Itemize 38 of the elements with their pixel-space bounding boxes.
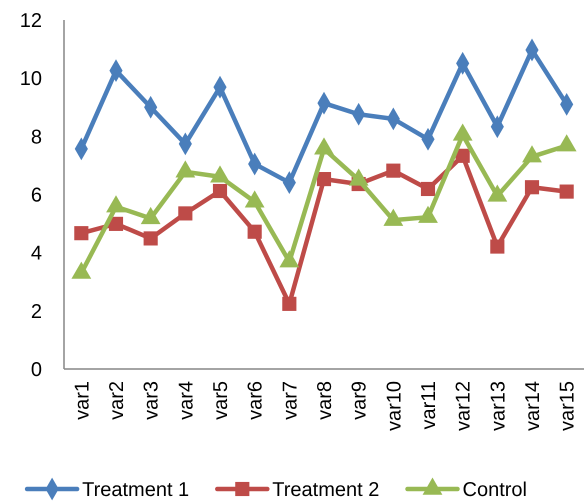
legend-label: Control xyxy=(462,479,527,501)
x-tick-label: var15 xyxy=(556,381,579,432)
point xyxy=(386,164,400,178)
x-tick-label: var13 xyxy=(487,381,510,432)
x-tick-label: var1 xyxy=(71,381,94,420)
x-tick-label: var8 xyxy=(314,381,336,420)
x-tick-label: var14 xyxy=(522,381,544,432)
point xyxy=(316,172,332,186)
point xyxy=(524,180,540,194)
y-tick-label: 12 xyxy=(20,10,42,32)
point xyxy=(74,226,88,240)
y-tick-label: 8 xyxy=(30,126,42,148)
point xyxy=(144,231,158,246)
x-tick-label: var4 xyxy=(175,381,198,420)
point xyxy=(248,224,262,239)
point xyxy=(212,184,228,198)
x-tick-label: var11 xyxy=(418,381,440,430)
point xyxy=(490,239,504,254)
y-tick-label: 6 xyxy=(30,184,42,206)
y-tick-label: 4 xyxy=(30,242,42,265)
x-tick-label: var12 xyxy=(452,381,475,432)
x-tick-label: var7 xyxy=(279,381,302,420)
x-tick-label: var9 xyxy=(348,381,371,420)
legend-label: Treatment 2 xyxy=(272,479,380,501)
legend-label: Treatment 1 xyxy=(82,479,190,501)
x-tick-label: var5 xyxy=(210,381,232,420)
point xyxy=(420,182,436,196)
point xyxy=(108,216,124,231)
x-tick-label: var10 xyxy=(383,381,406,432)
x-tick-label: var3 xyxy=(140,381,163,420)
point xyxy=(560,184,574,199)
x-tick-label: var2 xyxy=(106,381,128,420)
point xyxy=(178,206,192,220)
y-tick-label: 0 xyxy=(30,359,42,381)
y-tick-label: 10 xyxy=(20,68,42,90)
point xyxy=(282,296,296,311)
x-tick-label: var6 xyxy=(244,381,267,420)
y-tick-label: 2 xyxy=(30,300,42,323)
